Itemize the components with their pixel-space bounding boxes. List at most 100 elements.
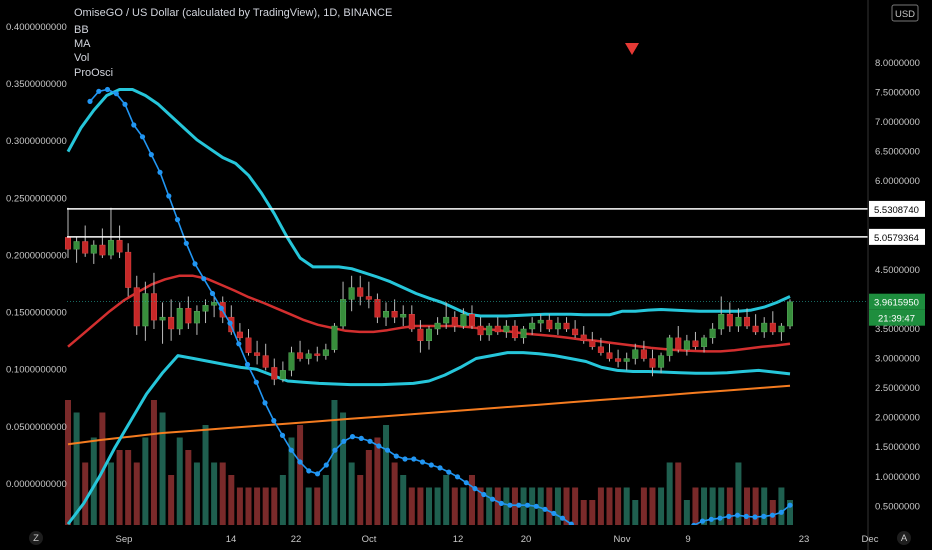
candle-body <box>606 352 613 359</box>
volume-bar <box>357 475 364 525</box>
volume-bar <box>726 487 733 525</box>
oscillator-point <box>507 502 513 508</box>
volume-bar <box>769 500 776 525</box>
volume-bar <box>683 500 690 525</box>
chart-title: OmiseGO / US Dollar (calculated by Tradi… <box>74 7 392 19</box>
oscillator-point <box>139 134 146 140</box>
candle-body <box>537 319 544 324</box>
volume-bar <box>133 462 140 525</box>
candle-body <box>262 355 269 368</box>
candle-body <box>623 358 630 362</box>
legend-bb[interactable]: BB <box>74 24 89 36</box>
volume-bar <box>460 487 467 525</box>
oscillator-point <box>131 122 137 128</box>
corner-left-button[interactable] <box>29 531 43 545</box>
candle-body <box>752 325 759 333</box>
countdown-label: 21:39:47 <box>878 314 915 325</box>
right-axis-tick: 6.0000000 <box>875 176 920 187</box>
candle-body <box>701 337 708 347</box>
candle-body <box>391 311 398 318</box>
candle-body <box>383 311 390 318</box>
volume-bar <box>468 475 475 525</box>
volume-bar <box>589 500 596 525</box>
candle-body <box>314 353 321 356</box>
legend-vol[interactable]: Vol <box>74 52 89 64</box>
volume-bar <box>391 462 398 525</box>
oscillator-point <box>734 512 741 518</box>
candle-body <box>460 314 467 327</box>
oscillator-point <box>262 400 268 406</box>
candle-body <box>675 337 682 350</box>
time-axis-tick: Sep <box>116 534 133 545</box>
oscillator-point <box>113 91 119 97</box>
price-tag-label: 3.9615950 <box>874 298 919 309</box>
time-axis-background <box>0 525 932 550</box>
corner-right-button[interactable] <box>897 531 911 545</box>
volume-bar <box>761 487 768 525</box>
oscillator-point <box>393 453 399 459</box>
volume-bar <box>193 462 200 525</box>
oscillator-point <box>192 261 198 267</box>
volume-bar <box>649 487 656 525</box>
right-axis-tick: 8.0000000 <box>875 58 920 69</box>
time-axis-tick: 14 <box>226 534 237 545</box>
oscillator-point <box>437 465 443 471</box>
volume-bar <box>400 475 407 525</box>
price-tag-box <box>869 200 925 217</box>
sell-signal-marker <box>625 43 639 55</box>
volume-bars <box>65 400 793 525</box>
volume-bar <box>494 487 501 525</box>
oscillator-point <box>96 88 102 94</box>
right-axis-tick: 0.5000000 <box>875 501 920 512</box>
candle-body <box>563 322 570 330</box>
oscillator-point <box>288 447 294 453</box>
candle-body <box>632 349 639 359</box>
oscillator-point <box>358 435 364 441</box>
oscillator-point <box>743 513 749 520</box>
volume-bar <box>271 487 278 525</box>
volume-bar <box>666 462 673 525</box>
candle-body <box>787 301 794 327</box>
volume-bar <box>348 462 355 525</box>
candle-body <box>176 308 183 330</box>
currency-box[interactable] <box>891 4 919 22</box>
oscillator-point <box>271 418 277 424</box>
volume-bar <box>477 487 484 525</box>
candle-body <box>236 331 243 339</box>
candle-body <box>520 328 527 339</box>
candle-body <box>709 328 716 339</box>
legend-proosci[interactable]: ProOsci <box>74 67 113 79</box>
candle-body <box>185 308 192 324</box>
candle-body <box>211 302 218 306</box>
volume-bar <box>623 487 630 525</box>
bb-upper-line <box>66 88 791 318</box>
candle-body <box>400 314 407 318</box>
oscillator-point <box>122 101 128 107</box>
oscillator-point <box>402 456 408 462</box>
corner-left-label: Z <box>33 533 39 544</box>
volume-bar <box>168 475 175 525</box>
candle-body <box>589 340 596 347</box>
oscillator-point <box>542 506 548 512</box>
oscillator-point <box>533 503 539 509</box>
time-axis-tick: 20 <box>521 534 532 545</box>
volume-bar <box>778 487 785 525</box>
volume-bar <box>150 400 157 525</box>
left-axis-tick: 0.3000000000 <box>6 136 67 147</box>
volume-bar <box>572 487 579 525</box>
left-axis-tick: 0.2000000000 <box>6 250 67 261</box>
candle-body <box>735 316 742 327</box>
candles <box>64 207 794 386</box>
candle-body <box>64 237 71 250</box>
candle-body <box>417 328 424 342</box>
volume-bar <box>451 487 458 525</box>
candle-body <box>271 367 278 380</box>
candle-body <box>357 287 364 297</box>
candle-body <box>486 325 493 336</box>
candle-body <box>597 346 604 353</box>
volume-bar <box>606 487 613 525</box>
oscillator-point <box>516 502 522 508</box>
oscillator-point <box>489 496 496 502</box>
legend-ma[interactable]: MA <box>74 38 91 50</box>
